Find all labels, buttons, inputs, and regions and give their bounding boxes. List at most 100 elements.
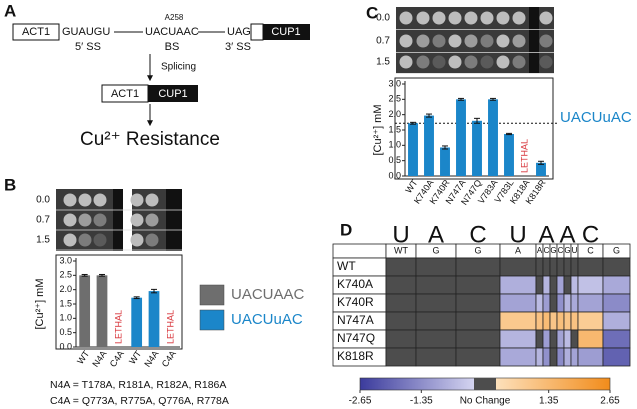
heat-cell bbox=[415, 257, 457, 277]
colony-spot bbox=[145, 233, 159, 247]
error-bar bbox=[474, 117, 480, 124]
colorbar-neutral bbox=[474, 378, 496, 390]
row-label: K818R bbox=[337, 349, 374, 363]
row-label: N747Q bbox=[337, 331, 375, 345]
heat-cell bbox=[563, 329, 572, 349]
x-tick-label: C4A bbox=[108, 349, 126, 369]
colony-spot bbox=[78, 213, 92, 227]
plate-gap bbox=[529, 7, 539, 73]
y-tick-label: 1.0 bbox=[388, 140, 401, 150]
colony-spot bbox=[145, 193, 159, 207]
heat-cell bbox=[556, 347, 565, 367]
error-bar bbox=[426, 113, 432, 118]
bar bbox=[440, 147, 450, 176]
y-axis-label: [Cu²⁺] mM bbox=[372, 104, 384, 155]
plate-row-label: 0.0 bbox=[36, 195, 50, 206]
column-label: G bbox=[432, 245, 439, 255]
colony-spot bbox=[63, 213, 77, 227]
heat-cell bbox=[563, 257, 572, 277]
heat-cell bbox=[535, 257, 544, 277]
heat-cell bbox=[570, 257, 579, 277]
value-label: LETHAL bbox=[519, 139, 529, 173]
heat-cell bbox=[499, 275, 537, 295]
column-label: G bbox=[613, 245, 620, 255]
heat-cell bbox=[499, 347, 537, 367]
colony-spot bbox=[432, 11, 446, 25]
heat-cell bbox=[415, 311, 457, 331]
colony-spot bbox=[539, 34, 553, 48]
panel-label: D bbox=[340, 220, 352, 239]
colony-spot bbox=[496, 55, 510, 69]
heat-cell bbox=[542, 257, 551, 277]
heat-cell bbox=[385, 293, 417, 313]
colony-spot bbox=[448, 11, 462, 25]
column-label: WT bbox=[394, 245, 408, 255]
y-tick-label: 3.0 bbox=[59, 255, 72, 265]
colony-spot bbox=[130, 213, 144, 227]
column-label: C bbox=[587, 245, 594, 255]
legend-swatch bbox=[199, 309, 225, 331]
heat-cell bbox=[602, 275, 631, 295]
sequence-letter: U bbox=[509, 221, 526, 248]
heat-cell bbox=[577, 347, 604, 367]
column-label: C bbox=[544, 246, 550, 255]
panel-label: B bbox=[4, 175, 16, 194]
panel-label: A bbox=[4, 1, 16, 20]
heat-cell bbox=[499, 311, 537, 331]
y-tick-label: 2.0 bbox=[388, 109, 401, 119]
error-bar bbox=[490, 97, 496, 101]
value-label: LETHAL bbox=[166, 310, 176, 344]
heat-cell bbox=[499, 329, 537, 349]
colony-spot bbox=[130, 193, 144, 207]
heat-cell bbox=[415, 347, 457, 367]
heat-cell bbox=[577, 293, 604, 313]
legend-swatch bbox=[199, 284, 225, 306]
exon-box bbox=[250, 23, 264, 41]
heat-cell bbox=[577, 275, 604, 295]
heat-cell bbox=[563, 311, 572, 331]
legend-label: UACUAAC bbox=[231, 286, 305, 303]
colony-spot bbox=[399, 34, 413, 48]
y-axis-label: [Cu²⁺] mM bbox=[34, 278, 46, 329]
sequence-letter: C bbox=[469, 221, 486, 248]
heat-cell bbox=[563, 293, 572, 313]
footnote: C4A = Q773A, R775A, Q776A, R778A bbox=[50, 395, 229, 407]
heat-cell bbox=[556, 275, 565, 295]
colony-spot bbox=[448, 55, 462, 69]
heat-cell bbox=[542, 293, 551, 313]
heat-cell bbox=[570, 347, 579, 367]
footnote: N4A = T178A, R181A, R182A, R186A bbox=[50, 379, 226, 391]
heat-cell bbox=[455, 257, 501, 277]
colony-spot bbox=[480, 34, 494, 48]
colony-spot bbox=[63, 233, 77, 247]
heat-cell bbox=[455, 347, 501, 367]
colorbar-tick-label: No Change bbox=[460, 396, 511, 407]
plate-gap bbox=[113, 189, 123, 251]
sequence-letter: A bbox=[559, 221, 575, 248]
column-label: G bbox=[564, 246, 570, 255]
y-tick-label: 0.0 bbox=[59, 341, 72, 351]
outcome: Cu²⁺ Resistance bbox=[80, 129, 220, 150]
heat-cell bbox=[570, 275, 579, 295]
heat-cell bbox=[549, 329, 558, 349]
y-tick-label: 1.5 bbox=[388, 124, 401, 134]
heat-cell bbox=[542, 311, 551, 331]
plate-gap bbox=[166, 189, 182, 251]
y-tick-label: 0.5 bbox=[388, 155, 401, 165]
site-label: 5′ SS bbox=[75, 41, 101, 53]
column-label: A bbox=[515, 245, 521, 255]
sequence-letter: A bbox=[538, 221, 554, 248]
heat-cell bbox=[499, 257, 537, 277]
colony-spot bbox=[480, 11, 494, 25]
error-bar bbox=[410, 121, 416, 125]
step-label: Splicing bbox=[161, 62, 196, 73]
colony-spot bbox=[496, 34, 510, 48]
bar bbox=[456, 99, 466, 176]
heat-cell bbox=[535, 275, 544, 295]
exon-box bbox=[12, 23, 60, 41]
heat-cell bbox=[556, 311, 565, 331]
colony-spot bbox=[496, 11, 510, 25]
colony-spot bbox=[399, 55, 413, 69]
sequence: UACUAAC bbox=[145, 26, 199, 38]
error-bar bbox=[538, 160, 544, 165]
